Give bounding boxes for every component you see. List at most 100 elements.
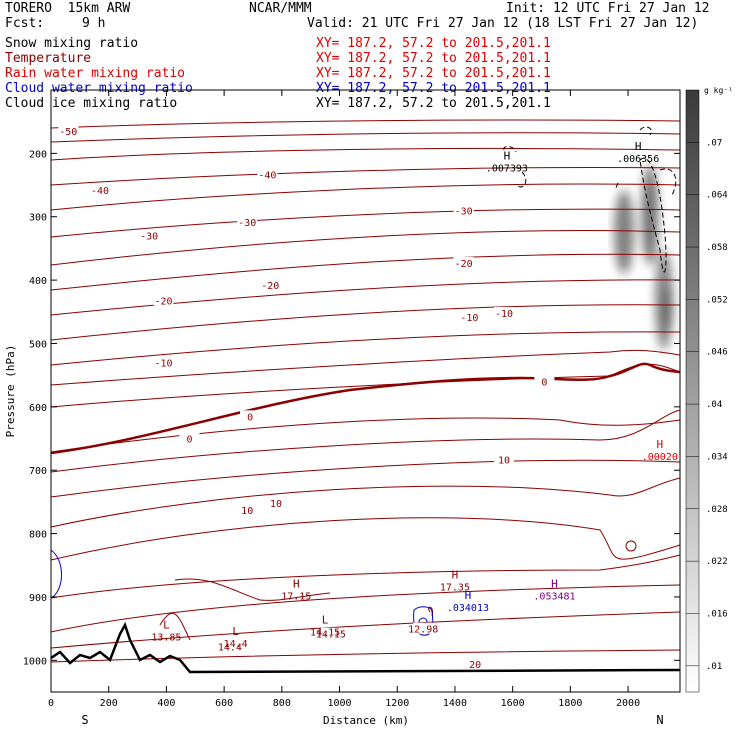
y-axis-label: Pressure (hPa) [4, 345, 17, 438]
x-axis: 0 200 400 600 800 1000 1200 1400 1600 1800 2000 [48, 90, 640, 709]
temperature-label: -20 [154, 296, 172, 307]
field-snow-xy: XY= 187.2, 57.2 to 201.5,201.1 [316, 36, 551, 51]
temperature-label: 20 [469, 660, 481, 671]
temperature-label: -20 [261, 281, 279, 292]
contour-label-bg [153, 294, 174, 306]
init-time: Init: 12 UTC Fri 27 Jan 12 [506, 1, 710, 16]
center-title: NCAR/MMM [249, 1, 312, 16]
south-label: S [81, 713, 88, 727]
colorbar-label: .028 [706, 505, 728, 515]
contour-label-bg [413, 622, 434, 634]
temperature-label: -40 [258, 170, 276, 181]
field-temp-name: Temperature [5, 51, 92, 66]
contour-label-bg [453, 256, 474, 268]
contour-label-bg [240, 410, 261, 422]
extremum-letter: L [163, 619, 170, 632]
temperature-label: 12.98 [408, 625, 438, 636]
temperature-label: -20 [455, 259, 473, 270]
extremum-value: .034013 [447, 603, 489, 614]
y-tick-label: 800 [29, 530, 47, 541]
contour-label-bg [459, 310, 480, 322]
x-tick-label: 400 [157, 698, 175, 709]
contour-label-bg [58, 125, 79, 137]
cloud-water-contours [50, 549, 434, 636]
x-axis-label: Distance (km) [323, 714, 409, 727]
x-tick-label: 0 [48, 698, 54, 709]
contour-label-bg [179, 432, 200, 444]
model-title: TORERO 15km ARW [5, 1, 131, 16]
colorbar-label: .064 [706, 191, 728, 201]
extremum-value: 14.4 [224, 639, 248, 650]
contour-label-bg [257, 168, 278, 180]
zero-isotherm [50, 362, 681, 455]
extremum-value: 17.35 [440, 583, 470, 594]
north-label: N [656, 713, 663, 727]
y-tick-label: 500 [29, 339, 47, 350]
extremum-letter: H [656, 438, 663, 451]
temperature-label: 14.15 [316, 630, 346, 641]
extremum-letter: H [465, 589, 472, 602]
contour-label-bg [493, 453, 514, 465]
temperature-label: 0 [541, 377, 547, 388]
colorbar: .01 .016 .022 .028 .034 .04 .046 .052 .058 .064 .0… [685, 89, 728, 693]
contour-label-bg [219, 640, 240, 652]
extremum-letter: H [635, 140, 642, 153]
temperature-label: -30 [238, 218, 256, 229]
x-tick-label: 200 [100, 698, 118, 709]
temperature-label: -10 [154, 358, 172, 369]
extremum-letter: H [551, 577, 558, 590]
temperature-label: -10 [460, 313, 478, 324]
colorbar-label: .01 [706, 662, 722, 672]
colorbar-gradient [685, 89, 700, 693]
fcst-label: Fcst: [5, 16, 45, 31]
field-cloudice-name: Cloud ice mixing ratio [5, 96, 178, 111]
x-tick-label: 2000 [616, 698, 640, 709]
highs-lows: H17.15H17.35L13.85L14.4L14.15H.034013H.0… [151, 140, 678, 650]
colorbar-label: .022 [706, 557, 728, 567]
y-tick-label: 200 [29, 149, 47, 160]
terrain-line [50, 621, 681, 674]
contour-labels: -50 -40 -40 -30 -30 -30 -20 -20 -20 -10 -10 -10 0 0 0 1… [58, 125, 555, 671]
x-tick-label: 800 [273, 698, 291, 709]
fcst-value: 9 h [82, 16, 106, 31]
valid-time: Valid: 21 UTC Fri 27 Jan 12 (18 LST Fri … [307, 16, 699, 31]
contour-label-bg [465, 658, 486, 670]
x-tick-label: 1400 [443, 698, 467, 709]
extremum-letter: H [293, 577, 300, 590]
field-snow-name: Snow mixing ratio [5, 36, 139, 51]
temperature-label: 14.4 [218, 642, 242, 653]
contour-label-bg [90, 184, 111, 196]
extremum-value: .00020 [642, 452, 678, 463]
colorbar-label: .052 [706, 295, 728, 305]
plot-frame [50, 89, 681, 693]
temperature-label: 0 [186, 435, 192, 446]
temperature-label: -40 [91, 186, 109, 197]
field-cloudwater-xy: XY= 187.2, 57.2 to 201.5,201.1 [316, 81, 551, 96]
contour-label-bg [260, 279, 281, 291]
colorbar-label: .058 [706, 243, 728, 253]
extremum-value: 14.15 [310, 628, 340, 639]
temperature-label: -30 [140, 232, 158, 243]
temperature-label: 10 [241, 506, 253, 517]
contour-label-bg [237, 215, 258, 227]
field-rain-name: Rain water mixing ratio [5, 66, 186, 81]
y-tick-label: 400 [29, 276, 47, 287]
extremum-letter: L [232, 625, 239, 638]
x-tick-label: 600 [215, 698, 233, 709]
extremum-value: .007393 [486, 164, 528, 175]
extremum-letter: L [322, 614, 329, 627]
contour-label-bg [493, 307, 514, 319]
contour-label-bg [320, 627, 341, 639]
temperature-label: -30 [455, 206, 473, 217]
colorbar-label: .016 [706, 609, 728, 619]
y-tick-label: 1000 [23, 656, 47, 667]
temperature-label: 0 [247, 412, 253, 423]
colorbar-label: .07 [706, 138, 722, 148]
extremum-value: .053481 [533, 591, 575, 602]
contour-label-bg [453, 204, 474, 216]
temperature-contours [50, 119, 681, 663]
field-temp-xy: XY= 187.2, 57.2 to 201.5,201.1 [316, 51, 551, 66]
contour-label-bg [139, 229, 160, 241]
extremum-letter: H [452, 569, 459, 582]
